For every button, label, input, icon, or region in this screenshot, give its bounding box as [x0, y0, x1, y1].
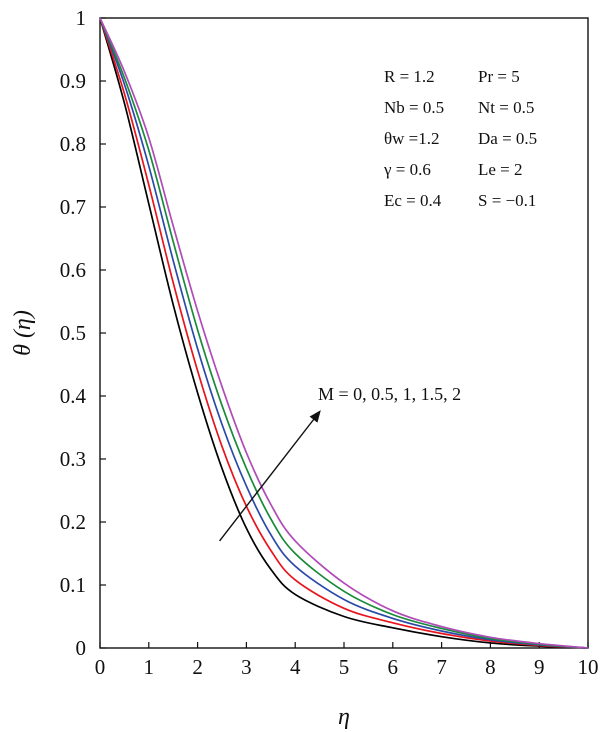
y-tick-label: 0.6 [60, 258, 86, 282]
x-tick-label: 7 [436, 655, 447, 679]
x-axis-title: η [338, 704, 350, 730]
y-tick-label: 0 [76, 636, 87, 660]
y-tick-label: 0.7 [60, 195, 86, 219]
y-tick-label: 0.9 [60, 69, 86, 93]
parameter-label: R = 1.2 [384, 67, 435, 86]
x-tick-label: 6 [388, 655, 399, 679]
y-tick-label: 0.5 [60, 321, 86, 345]
x-tick-label: 3 [241, 655, 252, 679]
y-tick-label: 1 [76, 6, 87, 30]
series-line-0 [99, 17, 589, 649]
x-tick-label: 0 [95, 655, 106, 679]
annotation-arrow [219, 410, 321, 542]
series-lines [99, 17, 589, 649]
series-line-1 [99, 17, 589, 649]
x-axis-ticks: 0 1 2 3 4 5 6 7 8 9 10 [95, 642, 599, 679]
y-tick-label: 0.3 [60, 447, 86, 471]
y-axis-ticks: 0 0.1 0.2 0.3 0.4 0.5 0.6 0.7 0.8 0.9 1 [60, 6, 106, 660]
x-tick-label: 10 [578, 655, 599, 679]
parameter-block: R = 1.2 Pr = 5 Nb = 0.5 Nt = 0.5 θw =1.2 Da =… [383, 67, 537, 210]
parameter-label: Le = 2 [478, 160, 523, 179]
series-line-2 [99, 17, 589, 649]
x-tick-label: 9 [534, 655, 545, 679]
y-tick-label: 0.8 [60, 132, 86, 156]
parameter-label: γ = 0.6 [383, 160, 431, 179]
x-tick-label: 4 [290, 655, 301, 679]
parameter-label: Nt = 0.5 [478, 98, 534, 117]
y-tick-label: 0.1 [60, 573, 86, 597]
y-axis-title: θ (η) [10, 310, 36, 356]
x-tick-label: 5 [339, 655, 350, 679]
x-tick-label: 2 [192, 655, 203, 679]
annotation-label: M = 0, 0.5, 1, 1.5, 2 [318, 384, 461, 404]
series-line-4 [99, 17, 589, 649]
parameter-label: θw =1.2 [384, 129, 440, 148]
series-line-3 [99, 17, 589, 649]
parameter-label: Nb = 0.5 [384, 98, 444, 117]
parameter-label: Da = 0.5 [478, 129, 537, 148]
x-tick-label: 1 [144, 655, 155, 679]
parameter-label: Ec = 0.4 [384, 191, 442, 210]
y-tick-label: 0.4 [60, 384, 87, 408]
parameter-label: Pr = 5 [478, 67, 520, 86]
parameter-label: S = −0.1 [478, 191, 536, 210]
y-tick-label: 0.2 [60, 510, 86, 534]
x-tick-label: 8 [485, 655, 496, 679]
